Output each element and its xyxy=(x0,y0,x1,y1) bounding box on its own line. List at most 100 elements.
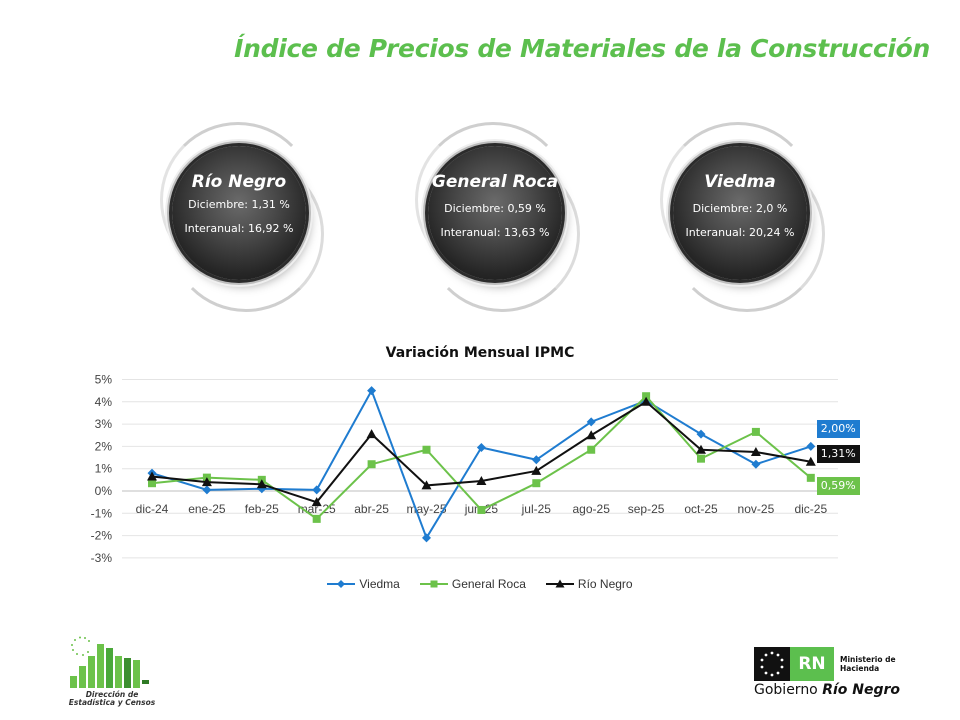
gov-name: Río Negro xyxy=(822,682,901,698)
data-point-r-o-negro xyxy=(750,446,761,456)
series-line-general-roca xyxy=(151,394,812,521)
badge-ring-decoration xyxy=(160,122,316,278)
legend-label: Río Negro xyxy=(577,577,633,591)
y-tick-label: 4% xyxy=(95,395,113,409)
legend-marker-icon xyxy=(327,580,356,588)
y-tick-label: 0% xyxy=(95,484,113,498)
data-point-general-roca xyxy=(806,473,815,482)
data-point-viedma xyxy=(476,443,486,453)
badge-line-month: Diciembre: 1,31 % xyxy=(188,198,290,211)
x-tick-label: ago-25 xyxy=(573,502,611,516)
data-point-viedma xyxy=(531,455,541,465)
y-tick-label: 3% xyxy=(95,417,113,431)
page-title: Índice de Precios de Materiales de la Co… xyxy=(234,34,930,63)
data-point-r-o-negro xyxy=(805,456,816,466)
badge-line-month: Diciembre: 0,59 % xyxy=(444,202,546,215)
caption-line-2: Estadística y Censos xyxy=(68,698,156,707)
gobierno-rio-negro-logo: RN Ministerio de Hacienda Gobierno Río N… xyxy=(754,647,914,702)
data-point-r-o-negro xyxy=(201,477,212,487)
x-tick-label: abr-25 xyxy=(354,502,389,516)
data-point-general-roca xyxy=(367,460,376,469)
badge-viedma: Viedma Diciembre: 2,0 % Interanual: 20,2… xyxy=(673,146,807,280)
data-point-viedma xyxy=(367,386,377,396)
x-tick-label: dic-25 xyxy=(794,502,827,516)
data-point-r-o-negro xyxy=(531,465,542,475)
data-point-r-o-negro xyxy=(421,480,432,490)
y-tick-label: 5% xyxy=(95,373,113,387)
estadistica-bars-icon xyxy=(70,636,149,688)
data-point-general-roca xyxy=(751,427,760,436)
data-point-r-o-negro xyxy=(366,429,377,439)
badge-line-annual: Interanual: 13,63 % xyxy=(440,226,550,239)
data-point-r-o-negro xyxy=(641,396,652,406)
data-point-r-o-negro xyxy=(476,475,487,485)
y-tick-label: -3% xyxy=(91,551,113,565)
badge-ring-decoration xyxy=(669,156,825,312)
data-point-viedma xyxy=(751,459,761,469)
badge-ring-decoration xyxy=(660,122,816,278)
data-point-r-o-negro xyxy=(147,471,157,481)
government-name: Gobierno Río Negro xyxy=(754,682,900,698)
chart-legend: Viedma General Roca Río Negro xyxy=(0,577,960,591)
data-point-viedma xyxy=(202,485,212,495)
data-point-r-o-negro xyxy=(586,430,597,440)
data-point-general-roca xyxy=(148,479,156,488)
chart-title: Variación Mensual IPMC xyxy=(385,345,575,361)
end-value-label: 2,00% xyxy=(816,420,860,439)
ministry-line-1: Ministerio de xyxy=(840,655,896,664)
badge-name: Viedma xyxy=(704,172,776,192)
data-point-general-roca xyxy=(422,445,431,454)
estadistica-logo: Dirección de Estadística y Censos xyxy=(62,628,162,708)
badge-ring-decoration xyxy=(168,156,324,312)
legend-label: General Roca xyxy=(451,577,526,591)
estadistica-caption: Dirección de Estadística y Censos xyxy=(62,691,162,707)
x-tick-label: oct-25 xyxy=(684,502,718,516)
badge-line-annual: Interanual: 16,92 % xyxy=(184,222,294,235)
data-point-viedma xyxy=(422,533,431,543)
data-point-r-o-negro xyxy=(311,497,322,507)
ministry-name: Ministerio de Hacienda xyxy=(840,655,910,673)
data-point-general-roca xyxy=(587,445,596,454)
data-point-r-o-negro xyxy=(696,444,706,454)
legend-item: General Roca xyxy=(419,577,526,591)
legend-label: Viedma xyxy=(359,577,400,591)
stars-emblem-icon xyxy=(754,647,790,681)
badge-line-annual: Interanual: 20,24 % xyxy=(685,226,795,239)
data-point-general-roca xyxy=(642,392,651,401)
x-tick-label: ene-25 xyxy=(188,502,226,516)
data-point-viedma xyxy=(586,417,596,427)
x-tick-label: nov-25 xyxy=(738,502,775,516)
gov-prefix: Gobierno xyxy=(754,682,818,698)
y-tick-label: 1% xyxy=(95,462,113,476)
badge-general-roca: General Roca Diciembre: 0,59 % Interanua… xyxy=(428,146,562,280)
data-point-viedma xyxy=(312,485,322,495)
x-tick-label: jul-25 xyxy=(521,502,552,516)
badge-ring-decoration xyxy=(424,156,580,312)
data-point-general-roca xyxy=(532,479,541,488)
data-point-general-roca xyxy=(312,514,321,523)
legend-marker-icon xyxy=(545,579,574,588)
end-value-label: 1,31% xyxy=(816,444,860,463)
y-tick-label: -2% xyxy=(91,529,113,543)
legend-item: Río Negro xyxy=(545,577,633,591)
data-point-viedma xyxy=(806,441,816,451)
x-tick-label: sep-25 xyxy=(628,502,665,516)
x-tick-label: dic-24 xyxy=(136,502,169,516)
badge-name: Río Negro xyxy=(191,172,287,192)
legend-item: Viedma xyxy=(327,577,400,591)
badge-name: General Roca xyxy=(431,172,559,192)
badge-line-month: Diciembre: 2,0 % xyxy=(692,202,788,215)
y-tick-label: -1% xyxy=(91,506,113,520)
data-point-general-roca xyxy=(697,454,705,463)
data-point-general-roca xyxy=(477,505,486,514)
ministry-line-2: Hacienda xyxy=(840,664,880,673)
legend-marker-icon xyxy=(419,580,448,588)
caption-line-1: Dirección de xyxy=(85,690,139,699)
badge-rio-negro: Río Negro Diciembre: 1,31 % Interanual: … xyxy=(172,146,306,280)
rn-mark: RN xyxy=(790,647,834,681)
badge-ring-decoration xyxy=(415,122,571,278)
data-point-r-o-negro xyxy=(256,479,267,489)
y-tick-label: 2% xyxy=(95,439,113,453)
data-point-viedma xyxy=(696,429,706,439)
